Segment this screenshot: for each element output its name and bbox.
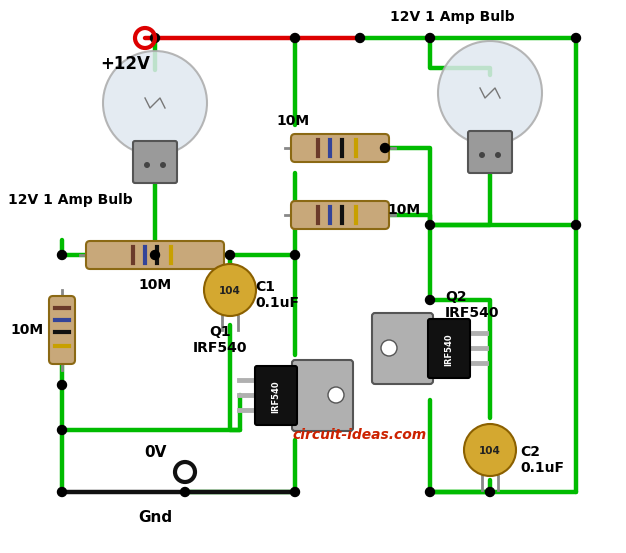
Text: 10M: 10M xyxy=(387,203,420,217)
Circle shape xyxy=(438,41,542,145)
Circle shape xyxy=(486,488,495,497)
Circle shape xyxy=(464,424,516,476)
Circle shape xyxy=(381,143,389,153)
Text: Gnd: Gnd xyxy=(138,510,172,525)
Circle shape xyxy=(58,380,66,389)
Circle shape xyxy=(180,488,190,497)
Circle shape xyxy=(290,251,299,259)
Circle shape xyxy=(58,251,66,259)
Circle shape xyxy=(150,251,160,259)
FancyBboxPatch shape xyxy=(133,141,177,183)
FancyBboxPatch shape xyxy=(86,241,224,269)
FancyBboxPatch shape xyxy=(291,201,389,229)
Text: 10M: 10M xyxy=(10,323,43,337)
Circle shape xyxy=(225,251,235,259)
Circle shape xyxy=(356,34,364,43)
Circle shape xyxy=(572,221,580,229)
FancyBboxPatch shape xyxy=(468,131,512,173)
FancyBboxPatch shape xyxy=(255,366,297,425)
Circle shape xyxy=(572,34,580,43)
Text: C1
0.1uF: C1 0.1uF xyxy=(255,280,299,310)
Text: Q2
IRF540: Q2 IRF540 xyxy=(445,290,500,320)
Circle shape xyxy=(495,152,501,158)
Circle shape xyxy=(426,34,434,43)
Circle shape xyxy=(103,51,207,155)
Text: 10M: 10M xyxy=(277,114,310,128)
Circle shape xyxy=(58,425,66,435)
Text: circuit-ideas.com: circuit-ideas.com xyxy=(293,428,427,442)
Circle shape xyxy=(426,295,434,305)
Text: Q1
IRF540: Q1 IRF540 xyxy=(193,325,247,355)
Text: +12V: +12V xyxy=(100,55,150,73)
FancyBboxPatch shape xyxy=(49,296,75,364)
Circle shape xyxy=(160,162,166,168)
Circle shape xyxy=(328,387,344,403)
Circle shape xyxy=(426,221,434,229)
Circle shape xyxy=(150,34,160,43)
Text: 0V: 0V xyxy=(144,445,166,460)
Circle shape xyxy=(58,488,66,497)
Text: 12V 1 Amp Bulb: 12V 1 Amp Bulb xyxy=(390,10,515,24)
Text: C2
0.1uF: C2 0.1uF xyxy=(520,445,564,475)
FancyBboxPatch shape xyxy=(291,134,389,162)
FancyBboxPatch shape xyxy=(372,313,433,384)
Circle shape xyxy=(290,488,299,497)
Text: 104: 104 xyxy=(219,286,241,296)
Text: 104: 104 xyxy=(479,446,501,456)
FancyBboxPatch shape xyxy=(292,360,353,431)
Circle shape xyxy=(290,34,299,43)
Circle shape xyxy=(204,264,256,316)
Circle shape xyxy=(479,152,485,158)
Text: 10M: 10M xyxy=(138,278,172,292)
FancyBboxPatch shape xyxy=(428,319,470,378)
Text: IRF540: IRF540 xyxy=(444,333,453,366)
Text: IRF540: IRF540 xyxy=(272,380,280,413)
Text: 12V 1 Amp Bulb: 12V 1 Amp Bulb xyxy=(8,193,133,207)
Circle shape xyxy=(426,488,434,497)
Circle shape xyxy=(381,340,397,356)
Circle shape xyxy=(144,162,150,168)
